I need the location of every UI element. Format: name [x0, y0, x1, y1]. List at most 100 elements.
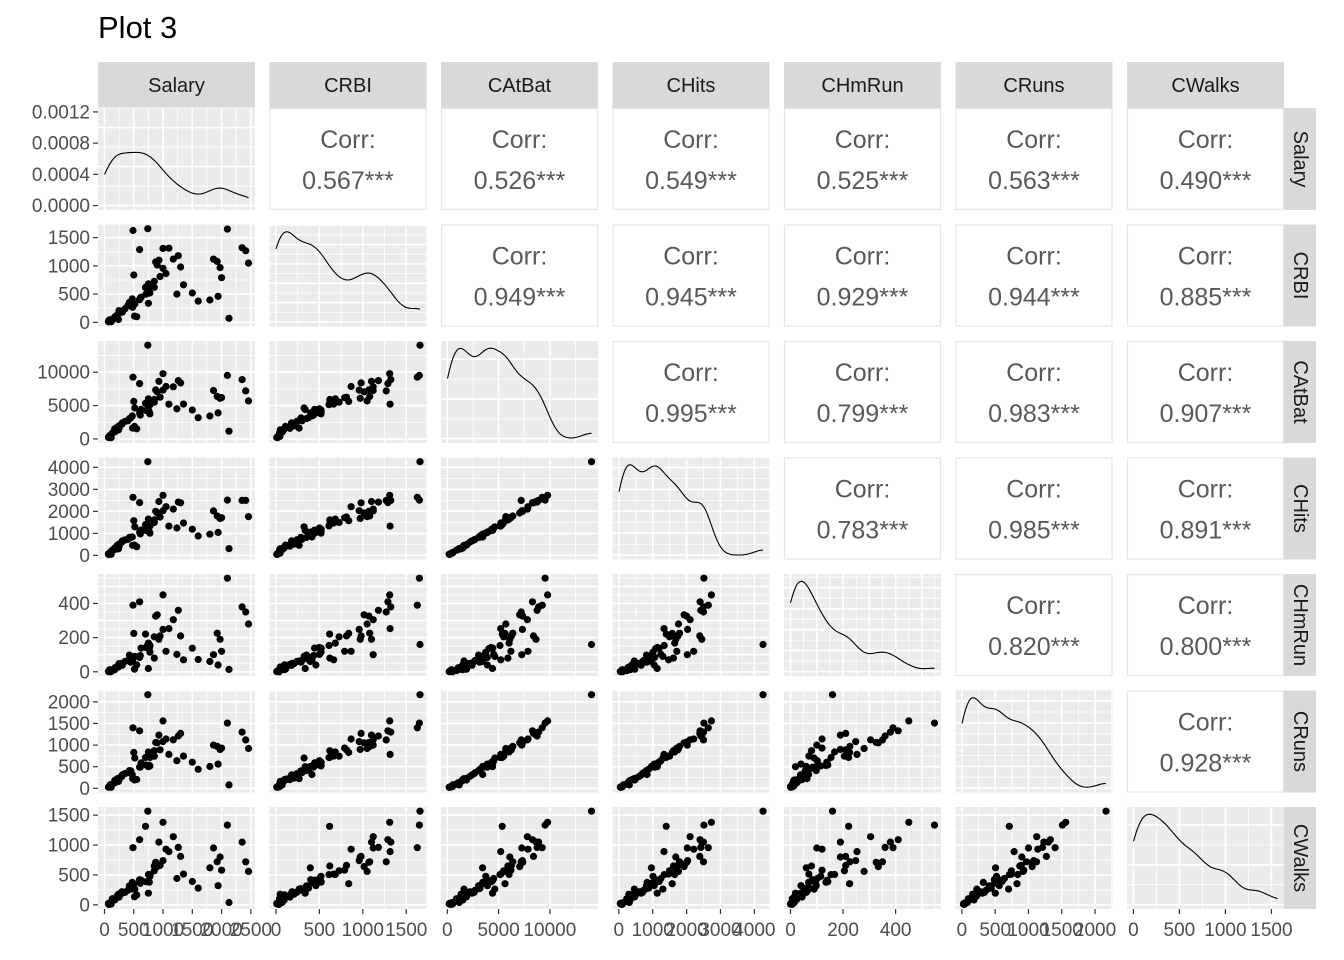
data-point: [214, 528, 222, 537]
data-point: [325, 641, 333, 650]
data-point: [818, 744, 826, 752]
data-point: [504, 654, 512, 662]
row-strip-label: CRBI: [1289, 252, 1311, 300]
x-tick-label: 0: [785, 920, 796, 941]
data-point: [136, 879, 144, 887]
data-point: [683, 858, 691, 866]
data-point: [188, 406, 196, 414]
data-point: [1032, 858, 1041, 866]
data-point: [173, 290, 181, 298]
data-point: [156, 393, 164, 401]
panel-CHits-CAtBat: [441, 457, 598, 560]
data-point: [159, 491, 167, 499]
data-point: [179, 870, 188, 878]
data-point: [209, 386, 218, 395]
data-point: [144, 870, 152, 879]
data-point: [387, 838, 395, 846]
data-point: [216, 853, 224, 861]
data-point: [1013, 880, 1021, 888]
data-point: [169, 505, 177, 513]
data-point: [177, 729, 185, 738]
data-point: [386, 848, 394, 856]
data-point: [225, 314, 233, 322]
data-point: [413, 493, 421, 501]
data-point: [115, 660, 123, 668]
data-point: [894, 727, 902, 735]
data-point: [823, 758, 831, 766]
data-point: [244, 397, 253, 405]
data-point: [665, 752, 673, 760]
data-point: [129, 844, 137, 852]
data-point: [669, 654, 678, 662]
data-point: [131, 754, 139, 762]
data-point: [216, 264, 224, 272]
corr-label: Corr:: [1006, 243, 1062, 271]
corr-value: 0.567***: [302, 167, 394, 195]
data-point: [312, 409, 320, 417]
data-point: [483, 661, 491, 669]
x-tick-label: 0: [99, 920, 110, 941]
data-point: [162, 503, 170, 511]
panel-Salary-CAtBat: Corr: 0.526***: [440, 107, 599, 211]
data-point: [155, 731, 163, 739]
panel-CRuns-CRuns: [955, 690, 1113, 793]
data-point: [363, 397, 371, 405]
corr-panel-border: [783, 340, 942, 444]
corr-value: 0.783***: [817, 517, 909, 545]
data-point: [136, 411, 144, 419]
data-point: [133, 543, 141, 551]
data-point: [845, 822, 853, 830]
data-point: [535, 838, 543, 846]
data-point: [136, 499, 144, 507]
data-point: [813, 874, 821, 883]
data-point: [1042, 852, 1050, 861]
data-point: [544, 591, 552, 599]
row-strip: [1284, 457, 1316, 560]
data-point: [286, 660, 294, 668]
corr-label: Corr:: [1006, 592, 1062, 620]
data-point: [244, 867, 253, 876]
data-point: [242, 387, 250, 395]
data-point: [326, 395, 334, 404]
panel-background: [955, 690, 1113, 793]
row-strip-label: CWalks: [1289, 824, 1311, 892]
data-point: [179, 752, 188, 760]
data-point: [194, 884, 202, 892]
data-point: [300, 754, 308, 762]
data-point: [133, 775, 141, 784]
data-point: [836, 745, 845, 754]
y-tick-label: 400: [58, 594, 90, 615]
x-tick-label: 0: [614, 920, 625, 941]
data-point: [136, 380, 144, 388]
data-point: [544, 818, 552, 826]
data-point: [504, 862, 512, 870]
data-point: [506, 853, 514, 861]
data-point: [104, 550, 112, 558]
data-point: [587, 458, 596, 466]
y-tick-label: 2000: [48, 502, 90, 523]
corr-panel-border: [783, 224, 942, 327]
data-point: [293, 536, 301, 544]
data-point: [797, 760, 805, 768]
data-point: [330, 870, 338, 878]
x-tick-label: 1000: [632, 920, 674, 941]
panel-Salary-CWalks: Corr: 0.490***: [1126, 107, 1285, 211]
corr-panel-border: [1126, 340, 1285, 444]
data-point: [529, 852, 538, 861]
y-tick-label: 1000: [48, 736, 90, 757]
data-point: [218, 647, 226, 655]
data-point: [137, 644, 145, 652]
data-point: [836, 838, 845, 846]
data-point: [367, 497, 376, 506]
data-point: [544, 717, 552, 725]
corr-label: Corr:: [1178, 592, 1234, 620]
corr-value: 0.549***: [645, 167, 737, 195]
data-point: [415, 574, 423, 582]
data-point: [144, 395, 152, 403]
data-point: [700, 821, 708, 829]
data-point: [872, 858, 880, 866]
data-point: [125, 533, 133, 542]
data-point: [152, 507, 160, 515]
data-point: [488, 664, 497, 673]
data-point: [144, 225, 152, 233]
